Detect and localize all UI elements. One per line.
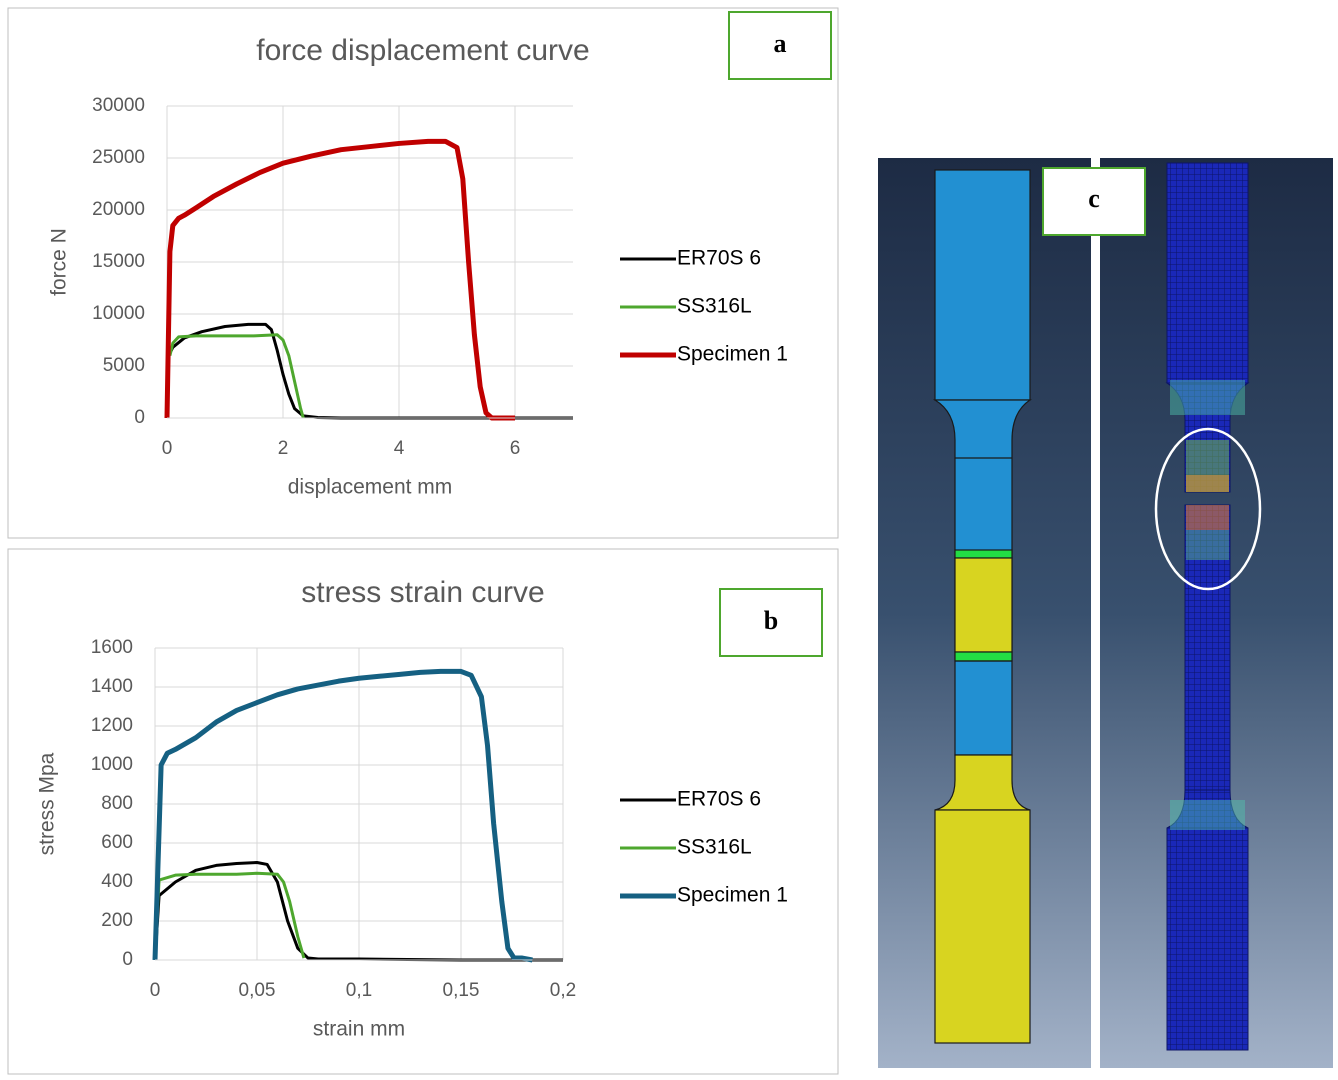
y-tick-label: 0: [122, 949, 133, 970]
x-axis-label: strain mm: [313, 1018, 405, 1041]
y-tick-label: 200: [101, 910, 133, 931]
y-tick-label: 30000: [92, 95, 145, 116]
y-tick-label: 15000: [92, 251, 145, 272]
chart-title: stress strain curve: [301, 576, 544, 609]
y-tick-label: 600: [101, 832, 133, 853]
y-tick-label: 1600: [91, 637, 133, 658]
chart-frame: [8, 8, 838, 538]
x-tick-label: 4: [394, 438, 405, 459]
x-tick-label: 0,15: [443, 980, 480, 1001]
y-tick-label: 25000: [92, 147, 145, 168]
legend-label: ER70S 6: [677, 247, 761, 270]
y-tick-label: 1200: [91, 715, 133, 736]
x-tick-label: 0: [150, 980, 161, 1001]
y-tick-label: 400: [101, 871, 133, 892]
legend-label: SS316L: [677, 295, 752, 318]
y-tick-label: 5000: [103, 355, 145, 376]
x-axis-label: displacement mm: [288, 476, 453, 499]
x-tick-label: 2: [278, 438, 289, 459]
y-axis-label: force N: [48, 228, 71, 296]
x-tick-label: 0,1: [346, 980, 372, 1001]
y-tick-label: 1000: [91, 754, 133, 775]
legend-label: SS316L: [677, 836, 752, 859]
panel-label: c: [1088, 184, 1100, 213]
x-tick-label: 6: [510, 438, 521, 459]
x-tick-label: 0,2: [550, 980, 576, 1001]
y-tick-label: 0: [134, 407, 145, 428]
y-axis-label: stress Mpa: [36, 752, 59, 855]
legend-label: Specimen 1: [677, 343, 788, 366]
legend-label: ER70S 6: [677, 788, 761, 811]
legend-label: Specimen 1: [677, 884, 788, 907]
x-tick-label: 0: [162, 438, 173, 459]
figure: c force displacement curvea0500010000150…: [0, 0, 1338, 1075]
chart-title: force displacement curve: [256, 34, 590, 67]
simulation-image: [878, 158, 1333, 1068]
panel-label: a: [774, 29, 787, 58]
y-tick-label: 10000: [92, 303, 145, 324]
y-tick-label: 800: [101, 793, 133, 814]
y-tick-label: 1400: [91, 676, 133, 697]
y-tick-label: 20000: [92, 199, 145, 220]
x-tick-label: 0,05: [239, 980, 276, 1001]
panel-label: b: [764, 606, 778, 635]
